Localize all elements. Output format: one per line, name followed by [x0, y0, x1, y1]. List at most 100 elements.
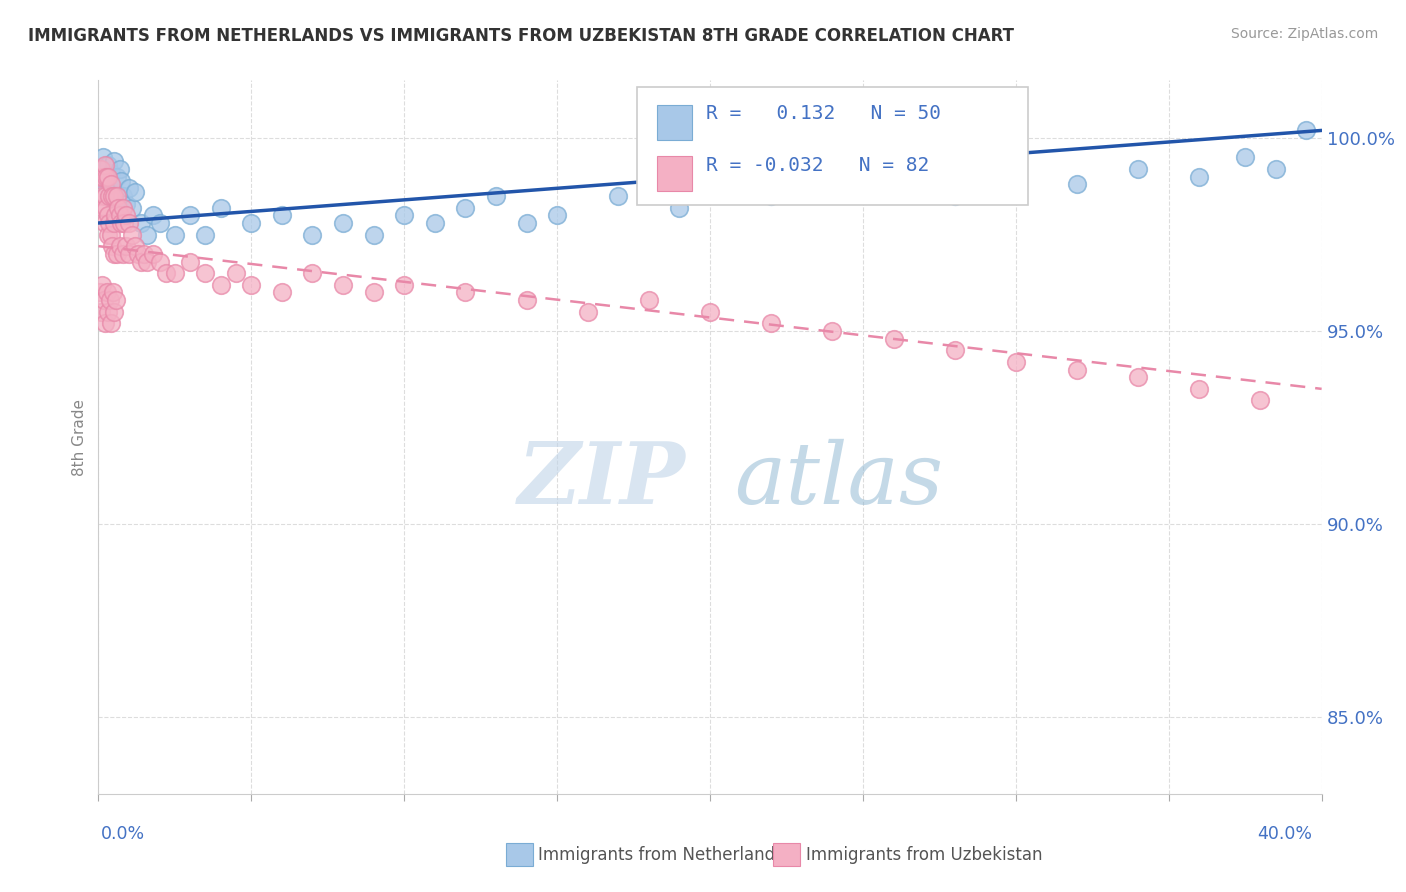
Bar — [658, 156, 692, 191]
Point — [103, 247, 125, 261]
Point — [100, 227, 122, 242]
Point — [149, 216, 172, 230]
Point — [89, 285, 111, 300]
Point — [98, 189, 121, 203]
Point — [454, 201, 477, 215]
Point — [104, 185, 127, 199]
Point — [108, 161, 131, 176]
Text: atlas: atlas — [734, 439, 943, 521]
Point — [1188, 382, 1211, 396]
Point — [485, 189, 508, 203]
Point — [392, 208, 416, 222]
FancyBboxPatch shape — [637, 87, 1028, 205]
Point — [179, 208, 201, 222]
Point — [121, 201, 143, 215]
Point — [91, 169, 114, 184]
Point — [129, 254, 152, 268]
Point — [134, 247, 156, 261]
Point — [90, 304, 112, 318]
Point — [1128, 370, 1150, 384]
Point — [108, 208, 131, 222]
Point — [107, 193, 129, 207]
Point — [1066, 178, 1088, 192]
Point — [90, 161, 112, 176]
Point — [108, 239, 131, 253]
Point — [94, 316, 117, 330]
Point — [98, 293, 121, 307]
Point — [943, 343, 966, 358]
Point — [1295, 123, 1317, 137]
Point — [136, 254, 159, 268]
Point — [270, 208, 294, 222]
Point — [110, 216, 132, 230]
Point — [115, 208, 138, 222]
Point — [100, 316, 122, 330]
Point — [118, 216, 141, 230]
Point — [149, 254, 172, 268]
Point — [1004, 169, 1026, 184]
Point — [94, 169, 117, 184]
Point — [124, 239, 146, 253]
Point — [821, 324, 844, 338]
Point — [93, 158, 115, 172]
Point — [111, 201, 134, 215]
Point — [136, 227, 159, 242]
Point — [240, 216, 263, 230]
Point — [111, 189, 134, 203]
Point — [163, 266, 186, 280]
Point — [101, 181, 124, 195]
Point — [124, 185, 146, 199]
Point — [301, 227, 323, 242]
Point — [516, 216, 538, 230]
Point — [142, 247, 165, 261]
Bar — [658, 105, 692, 140]
Text: Source: ZipAtlas.com: Source: ZipAtlas.com — [1230, 27, 1378, 41]
Point — [93, 216, 115, 230]
Point — [96, 285, 118, 300]
Point — [93, 178, 115, 192]
Point — [363, 285, 385, 300]
Point — [90, 189, 112, 203]
Point — [97, 304, 120, 318]
Point — [423, 216, 446, 230]
Point — [392, 277, 416, 292]
Point — [98, 216, 121, 230]
Point — [103, 304, 125, 318]
Point — [637, 293, 661, 307]
Point — [121, 227, 143, 242]
Point — [115, 239, 138, 253]
Point — [93, 293, 115, 307]
Point — [1066, 362, 1088, 376]
Point — [155, 266, 177, 280]
Text: ZIP: ZIP — [517, 438, 686, 522]
Point — [105, 247, 128, 261]
Point — [142, 208, 165, 222]
Point — [225, 266, 247, 280]
Point — [129, 216, 152, 230]
Point — [516, 293, 538, 307]
Point — [301, 266, 323, 280]
Point — [101, 285, 124, 300]
Point — [107, 201, 129, 215]
Point — [105, 189, 128, 203]
Text: Immigrants from Uzbekistan: Immigrants from Uzbekistan — [806, 846, 1042, 863]
Point — [699, 304, 721, 318]
Point — [163, 227, 186, 242]
Point — [103, 154, 125, 169]
Point — [118, 181, 141, 195]
Text: Immigrants from Netherlands: Immigrants from Netherlands — [538, 846, 785, 863]
Point — [209, 201, 232, 215]
Text: 0.0%: 0.0% — [101, 825, 145, 843]
Point — [546, 208, 568, 222]
Point — [1004, 355, 1026, 369]
Point — [97, 169, 120, 184]
Point — [1264, 161, 1286, 176]
Point — [103, 216, 125, 230]
Point — [105, 293, 128, 307]
Point — [761, 189, 783, 203]
Point — [852, 178, 875, 192]
Point — [91, 201, 114, 215]
Point — [607, 189, 630, 203]
Point — [332, 216, 354, 230]
Point — [1250, 393, 1272, 408]
